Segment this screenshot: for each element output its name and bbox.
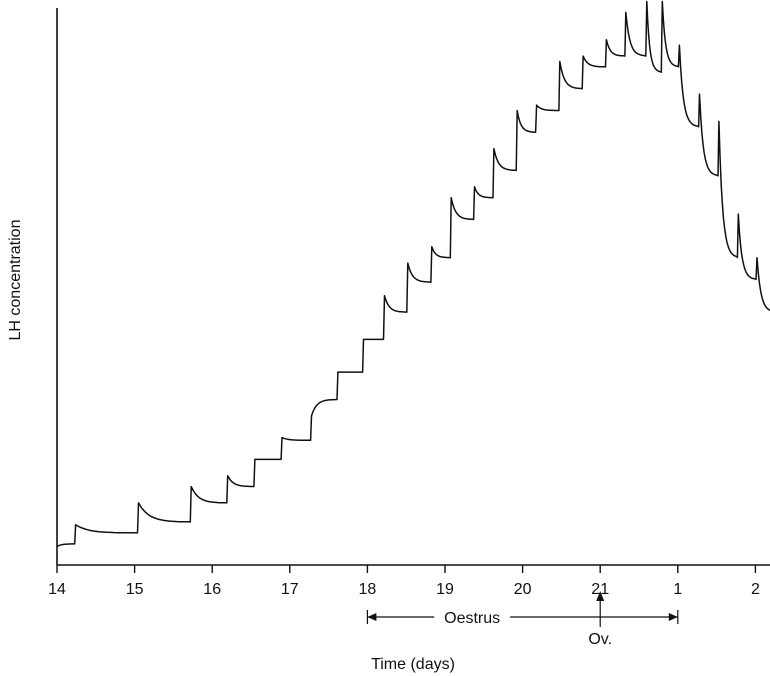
x-tick-label: 21 [591, 581, 609, 598]
x-tick-label: 15 [126, 581, 144, 598]
x-tick-label: 1 [673, 581, 682, 598]
ovulation-arrow [596, 591, 605, 601]
x-tick-label: 17 [281, 581, 299, 598]
oestrus-label: Oestrus [444, 610, 500, 627]
lh-series-line [56, 0, 770, 548]
x-tick-label: 2 [751, 581, 760, 598]
oestrus-arrow-left [367, 613, 377, 621]
x-tick-label: 20 [514, 581, 532, 598]
x-ticks: 14 15 16 17 18 19 20 21 1 2 [48, 565, 760, 598]
x-tick-label: 16 [203, 581, 221, 598]
oestrus-arrow-right [668, 613, 678, 621]
oestrus-annotation: Oestrus Ov. [366, 591, 679, 648]
oestrus-label-background [434, 607, 511, 627]
y-axis-title: LH concentration [7, 220, 24, 341]
x-tick-label: 18 [359, 581, 377, 598]
ovulation-label: Ov. [588, 631, 612, 648]
x-axis-title: Time (days) [371, 656, 455, 673]
x-tick-label: 14 [48, 581, 66, 598]
x-tick-label: 19 [436, 581, 454, 598]
